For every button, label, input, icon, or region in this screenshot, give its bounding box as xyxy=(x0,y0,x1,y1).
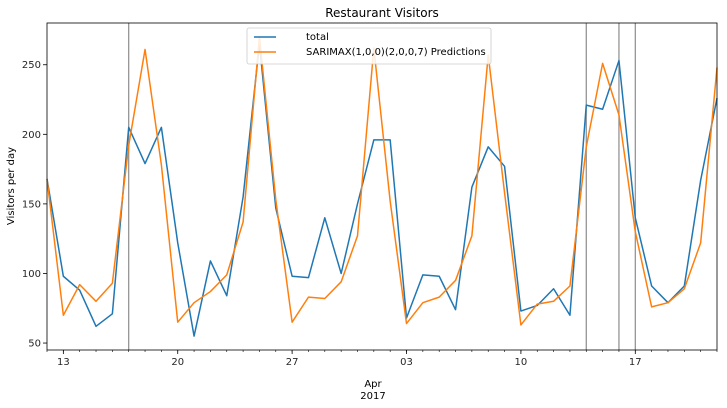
y-tick-label: 100 xyxy=(22,269,41,280)
y-tick-label: 150 xyxy=(22,199,41,210)
x-axis-year-label: 2017 xyxy=(360,391,385,402)
x-axis: 13 20 27 03 10 17 xyxy=(46,350,718,368)
x-tick-label: 13 xyxy=(57,357,70,368)
holiday-lines xyxy=(128,23,636,350)
y-tick-label: 250 xyxy=(22,60,41,71)
y-axis: 50 100 150 200 250 xyxy=(22,60,47,350)
series-lines xyxy=(46,36,718,337)
plot-area xyxy=(46,23,718,350)
x-tick-label: 20 xyxy=(171,357,184,368)
series-line-total xyxy=(46,43,718,337)
x-tick-label: 10 xyxy=(515,357,528,368)
y-tick-label: 50 xyxy=(28,339,41,350)
legend-label-total: total xyxy=(306,32,329,43)
legend-box xyxy=(246,27,492,65)
plot-frame xyxy=(46,22,718,351)
chart-title: Restaurant Visitors xyxy=(325,6,439,20)
y-tick-label: 200 xyxy=(22,130,41,141)
legend-label-predictions: SARIMAX(1,0,0)(2,0,0,7) Predictions xyxy=(306,47,486,58)
x-tick-label: 03 xyxy=(400,357,413,368)
legend: total SARIMAX(1,0,0)(2,0,0,7) Prediction… xyxy=(246,27,492,65)
x-tick-label: 17 xyxy=(629,357,642,368)
x-tick-label: 27 xyxy=(286,357,299,368)
series-line-predictions xyxy=(46,36,718,326)
y-axis-label: Visitors per day xyxy=(6,147,17,225)
x-axis-month-label: Apr xyxy=(364,379,382,390)
